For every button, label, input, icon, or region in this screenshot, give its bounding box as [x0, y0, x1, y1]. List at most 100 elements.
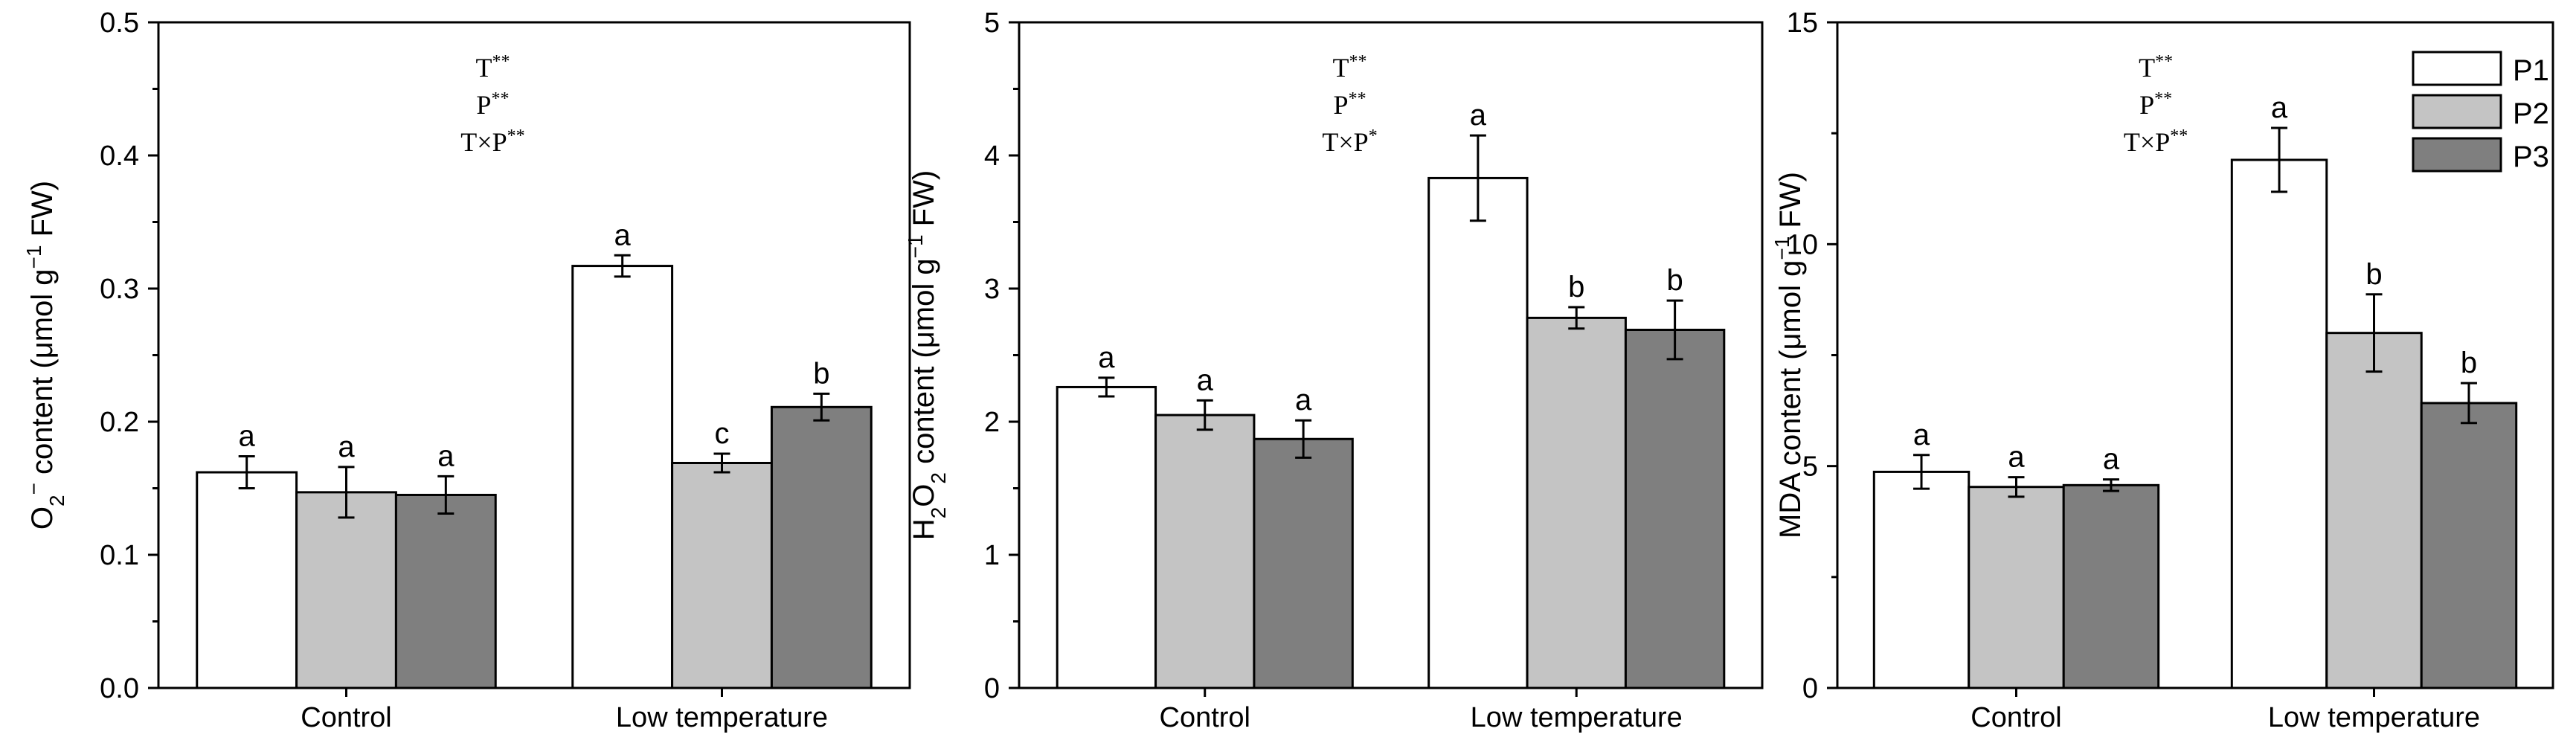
legend-label: P2 [2513, 97, 2549, 130]
stat-annotation-sup: ** [491, 89, 509, 109]
significance-letter: a [2103, 443, 2120, 476]
y-axis-title-part: FW) [908, 170, 940, 235]
stat-annotation: P** [1334, 89, 1366, 120]
stat-annotation: P** [2139, 89, 2172, 120]
significance-letter: a [614, 219, 632, 251]
bar-p2 [2325, 332, 2423, 689]
y-axis-title-part: −1 [1770, 237, 1793, 260]
y-axis-title-part: 2 [927, 472, 950, 484]
stat-annotation-sup: ** [2170, 126, 2188, 146]
legend: P1 P2 P3 [2412, 51, 2549, 173]
legend-swatch-p3 [2412, 137, 2502, 173]
stat-annotation-base: T [1333, 53, 1349, 83]
stat-annotation-base: T [475, 53, 492, 83]
x-category-label: Control [301, 702, 392, 733]
significance-letter: a [437, 440, 455, 472]
y-axis-title-part: − [22, 483, 45, 495]
x-category-label: Low temperature [616, 702, 828, 733]
bar-p2 [295, 491, 397, 689]
y-axis-title-part: −1 [904, 234, 927, 258]
significance-letter: a [1197, 364, 1214, 396]
stat-annotation-sup: ** [2155, 52, 2173, 71]
stat-annotation: T** [475, 52, 510, 83]
stat-annotation-base: T×P [1322, 127, 1368, 157]
bar-p2 [1968, 486, 2065, 689]
significance-letter: a [338, 431, 355, 463]
significance-letter: b [1568, 271, 1584, 303]
stat-annotation-sup: ** [507, 126, 525, 146]
stat-annotation-base: T [2139, 53, 2155, 83]
significance-letter: a [1913, 419, 1930, 451]
y-tick-label: 5 [984, 7, 1000, 39]
significance-letter: a [2271, 91, 2288, 124]
y-tick-label: 0 [1802, 673, 1818, 704]
significance-letter: b [2365, 258, 2382, 291]
bar-p2 [1526, 316, 1627, 689]
x-category-label: Control [1970, 702, 2062, 733]
y-axis-title-part: O [26, 506, 59, 530]
y-tick-label: 0 [984, 673, 1000, 704]
significance-letter: a [1098, 341, 1115, 374]
bar-p2 [671, 461, 773, 689]
legend-swatch-p1 [2412, 51, 2502, 86]
significance-letter: b [2461, 347, 2477, 379]
bar-p1 [196, 471, 298, 689]
bar-p3 [1624, 328, 1726, 689]
significance-letter: b [813, 357, 829, 390]
legend-label: P1 [2513, 54, 2549, 87]
stat-annotation-sup: ** [1349, 89, 1366, 109]
bar-p1 [571, 265, 674, 689]
bar-p1 [1872, 470, 1970, 689]
y-axis-title-part: O [908, 484, 940, 507]
y-tick-label: 1 [984, 540, 1000, 571]
chart-panel-1: 0.0 0.1 0.2 0.3 0.4 0.5 O2− content (μmol g−1 … [22, 7, 911, 733]
y-tick-label: 10 [1787, 229, 1818, 260]
significance-letter: a [2008, 441, 2025, 474]
y-tick-label: 5 [1802, 451, 1818, 483]
y-axis-title: MDA content (μmol g−1 FW) [1770, 172, 1808, 538]
y-axis-title-part: FW) [1774, 172, 1807, 237]
legend-swatch-p2 [2412, 94, 2502, 129]
y-tick-label: 0.1 [100, 540, 139, 571]
x-category-label: Low temperature [2268, 702, 2480, 733]
stat-annotation: T** [2139, 52, 2173, 83]
y-tick-label: 0.3 [100, 274, 139, 305]
bar-p1 [1056, 385, 1157, 689]
stat-annotation-base: P [476, 90, 491, 120]
y-tick-label: 0.5 [100, 7, 139, 39]
stat-annotation-base: P [2139, 90, 2154, 120]
bar-p3 [770, 405, 873, 689]
stat-annotation-sup: ** [492, 52, 510, 71]
y-tick-label: 3 [984, 274, 1000, 305]
stat-annotation-base: T×P [2124, 127, 2170, 157]
y-axis-title-part: 2 [45, 495, 68, 506]
stat-annotation-sup: ** [1349, 52, 1367, 71]
stat-annotation: P** [476, 89, 509, 120]
stat-annotation-sup: * [1369, 126, 1378, 146]
stat-annotation: T** [1333, 52, 1367, 83]
stat-annotation: T×P** [2124, 126, 2188, 157]
stat-annotation-base: T×P [460, 127, 507, 157]
bar-p1 [2230, 158, 2328, 689]
stat-annotation: T×P** [460, 126, 524, 157]
significance-letter: c [715, 417, 730, 450]
bar-p3 [2420, 402, 2518, 689]
y-tick-label: 0.4 [100, 141, 139, 172]
x-category-label: Low temperature [1471, 702, 1683, 733]
bar-p3 [394, 493, 497, 689]
chart-panel-3: 0 5 10 15 MDA content (μmol g−1 FW) Control a a… [1770, 7, 2554, 733]
y-axis-title-part: content (μmol g [908, 258, 940, 472]
legend-label: P3 [2513, 141, 2549, 173]
bar-p3 [2062, 483, 2160, 689]
significance-letter: b [1666, 264, 1683, 297]
significance-letter: a [1295, 384, 1312, 416]
y-tick-label: 2 [984, 407, 1000, 438]
y-tick-label: 15 [1787, 7, 1818, 39]
stat-annotation: T×P* [1322, 126, 1377, 157]
y-axis-title: O2− content (μmol g−1 FW) [22, 181, 68, 530]
y-axis-title-part: −1 [22, 245, 45, 269]
significance-letter: a [1470, 99, 1487, 132]
